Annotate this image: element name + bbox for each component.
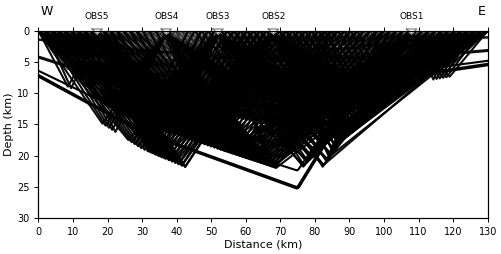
Text: OBS2: OBS2 [261, 12, 286, 22]
Text: OBS4: OBS4 [154, 12, 178, 22]
Polygon shape [406, 29, 417, 34]
Text: OBS3: OBS3 [206, 12, 230, 22]
Text: OBS5: OBS5 [85, 12, 109, 22]
X-axis label: Distance (km): Distance (km) [224, 240, 302, 250]
Polygon shape [161, 29, 171, 34]
Text: OBS1: OBS1 [399, 12, 424, 22]
Polygon shape [213, 29, 223, 34]
Text: E: E [477, 5, 485, 18]
Text: W: W [41, 5, 53, 18]
Polygon shape [268, 29, 279, 34]
Y-axis label: Depth (km): Depth (km) [4, 93, 14, 156]
Polygon shape [92, 29, 102, 34]
